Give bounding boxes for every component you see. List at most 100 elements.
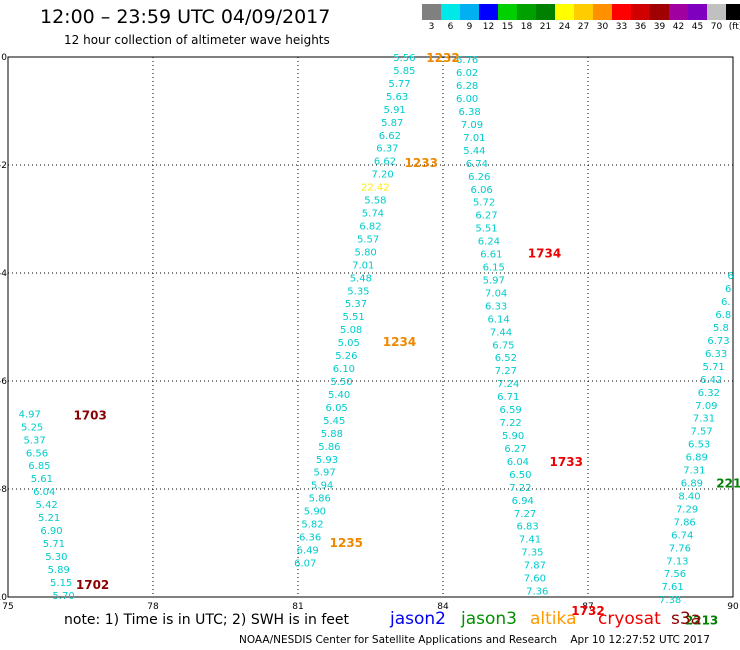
- wave-height-value: 6.74: [671, 530, 693, 541]
- wave-height-value: 5.97: [483, 275, 505, 286]
- color-scale-label: 27: [577, 22, 590, 32]
- wave-height-value: 22.42: [361, 183, 390, 194]
- time-label: 1703: [73, 408, 106, 422]
- wave-height-value: 6.27: [475, 211, 497, 222]
- wave-height-value: 6: [727, 271, 733, 282]
- wave-height-value: 7.01: [352, 260, 374, 271]
- wave-height-value: 5.72: [473, 198, 495, 209]
- wave-height-value: 6.05: [326, 403, 348, 414]
- color-swatch: [460, 4, 479, 20]
- color-scale-label: 36: [634, 22, 647, 32]
- wave-height-value: 7.01: [463, 133, 485, 144]
- wave-height-value: 5.8: [713, 323, 729, 334]
- plot-axes: 75 78 81 84 87 90 0 -2 -4 -6 -8 -10: [0, 53, 739, 612]
- color-swatch: [726, 4, 740, 20]
- wave-height-value: 6.38: [458, 107, 480, 118]
- x-tick-label: 90: [727, 602, 739, 612]
- wave-height-value: 6.24: [478, 237, 500, 248]
- wave-height-values: 5.56 5.85 5.77 5.63 5.91 5.87 6.62 6.37 6.62 7.20…: [19, 53, 734, 606]
- time-label: 1732: [571, 604, 604, 618]
- wave-height-value: 4.97: [19, 409, 41, 420]
- wave-height-value: 5.51: [342, 312, 364, 323]
- wave-height-value: 6.74: [466, 159, 488, 170]
- wave-height-value: 7.86: [674, 517, 696, 528]
- page-subtitle: 12 hour collection of altimeter wave hei…: [64, 33, 330, 47]
- wave-height-value: 6.14: [487, 314, 509, 325]
- wave-height-value: 6.33: [485, 301, 507, 312]
- wave-height-value: 7.61: [661, 582, 683, 593]
- color-scale-label: 39: [653, 22, 666, 32]
- color-swatch: [669, 4, 688, 20]
- wave-height-value: 5.50: [330, 377, 352, 388]
- wave-height-value: 7.29: [676, 504, 698, 515]
- wave-height-value: 6: [725, 284, 731, 295]
- color-scale-label: 45: [691, 22, 704, 32]
- wave-height-value: 6.83: [516, 522, 538, 533]
- wave-height-value: 6.90: [40, 526, 62, 537]
- wave-height-value: 6.85: [28, 461, 50, 472]
- wave-height-value: 5.90: [304, 507, 326, 518]
- color-swatch: [536, 4, 555, 20]
- y-tick-label: -2: [0, 161, 7, 171]
- color-scale-label: 18: [520, 22, 533, 32]
- wave-height-value: 5.97: [313, 468, 335, 479]
- color-swatch: [517, 4, 536, 20]
- time-label: 1733: [550, 455, 583, 469]
- wave-height-value: 6.89: [686, 453, 708, 464]
- time-label: 2213: [685, 614, 718, 628]
- wave-height-value: 6.37: [376, 144, 398, 155]
- wave-height-value: 6.94: [512, 496, 534, 507]
- time-label: 1235: [330, 536, 363, 550]
- wave-height-value: 5.85: [393, 66, 415, 77]
- wave-height-value: 5.71: [703, 362, 725, 373]
- legend-jason3: jason3: [461, 609, 517, 629]
- wave-height-value: 6.49: [297, 545, 319, 556]
- wave-height-value: 7.31: [683, 466, 705, 477]
- wave-height-value: 6.32: [698, 388, 720, 399]
- wave-height-value: 5.91: [384, 105, 406, 116]
- wave-height-value: 7.27: [495, 366, 517, 377]
- color-swatch: [631, 4, 650, 20]
- color-scale-label: 30: [596, 22, 609, 32]
- wave-height-value: 6.61: [480, 250, 502, 261]
- legend-s3a: s3a: [671, 609, 702, 629]
- wave-height-value: 5.82: [301, 520, 323, 531]
- wave-height-value: 6.8: [715, 310, 731, 321]
- wave-height-value: 5.35: [347, 286, 369, 297]
- color-swatch: [593, 4, 612, 20]
- wave-height-value: 6.89: [681, 479, 703, 490]
- wave-height-value: 5.48: [350, 273, 372, 284]
- wave-height-value: 7.27: [514, 509, 536, 520]
- wave-height-value: 5.45: [323, 416, 345, 427]
- color-scale: [422, 4, 740, 20]
- color-swatch: [498, 4, 517, 20]
- x-tick-label: 81: [292, 602, 303, 612]
- page-title: 12:00 – 23:59 UTC 04/09/2017: [40, 6, 331, 28]
- color-swatch: [422, 4, 441, 20]
- wave-height-value: 5.88: [321, 429, 343, 440]
- wave-height-value: 6.82: [359, 221, 381, 232]
- wave-height-value: 6.50: [509, 470, 531, 481]
- wave-height-value: 5.57: [357, 234, 379, 245]
- wave-height-value: 7.04: [485, 288, 507, 299]
- wave-height-value: 5.71: [43, 539, 65, 550]
- color-scale-label: 33: [615, 22, 628, 32]
- wave-height-value: 5.61: [31, 474, 53, 485]
- wave-height-value: 6.27: [504, 444, 526, 455]
- x-tick-label: 75: [2, 602, 13, 612]
- color-swatch: [650, 4, 669, 20]
- y-tick-label: -6: [0, 377, 7, 387]
- legend-altika: altika: [530, 609, 577, 629]
- wave-height-value: 5.63: [386, 92, 408, 103]
- wave-height-value: 6.04: [507, 457, 529, 468]
- time-label: 1232: [426, 51, 459, 65]
- wave-height-value: 5.94: [311, 481, 333, 492]
- wave-height-value: 6.52: [495, 353, 517, 364]
- x-tick-label: 84: [437, 602, 449, 612]
- color-swatch: [688, 4, 707, 20]
- color-swatch: [441, 4, 460, 20]
- wave-height-value: 7.13: [666, 556, 688, 567]
- credit-line: NOAA/NESDIS Center for Satellite Applica…: [239, 634, 710, 646]
- wave-height-value: 7.22: [509, 483, 531, 494]
